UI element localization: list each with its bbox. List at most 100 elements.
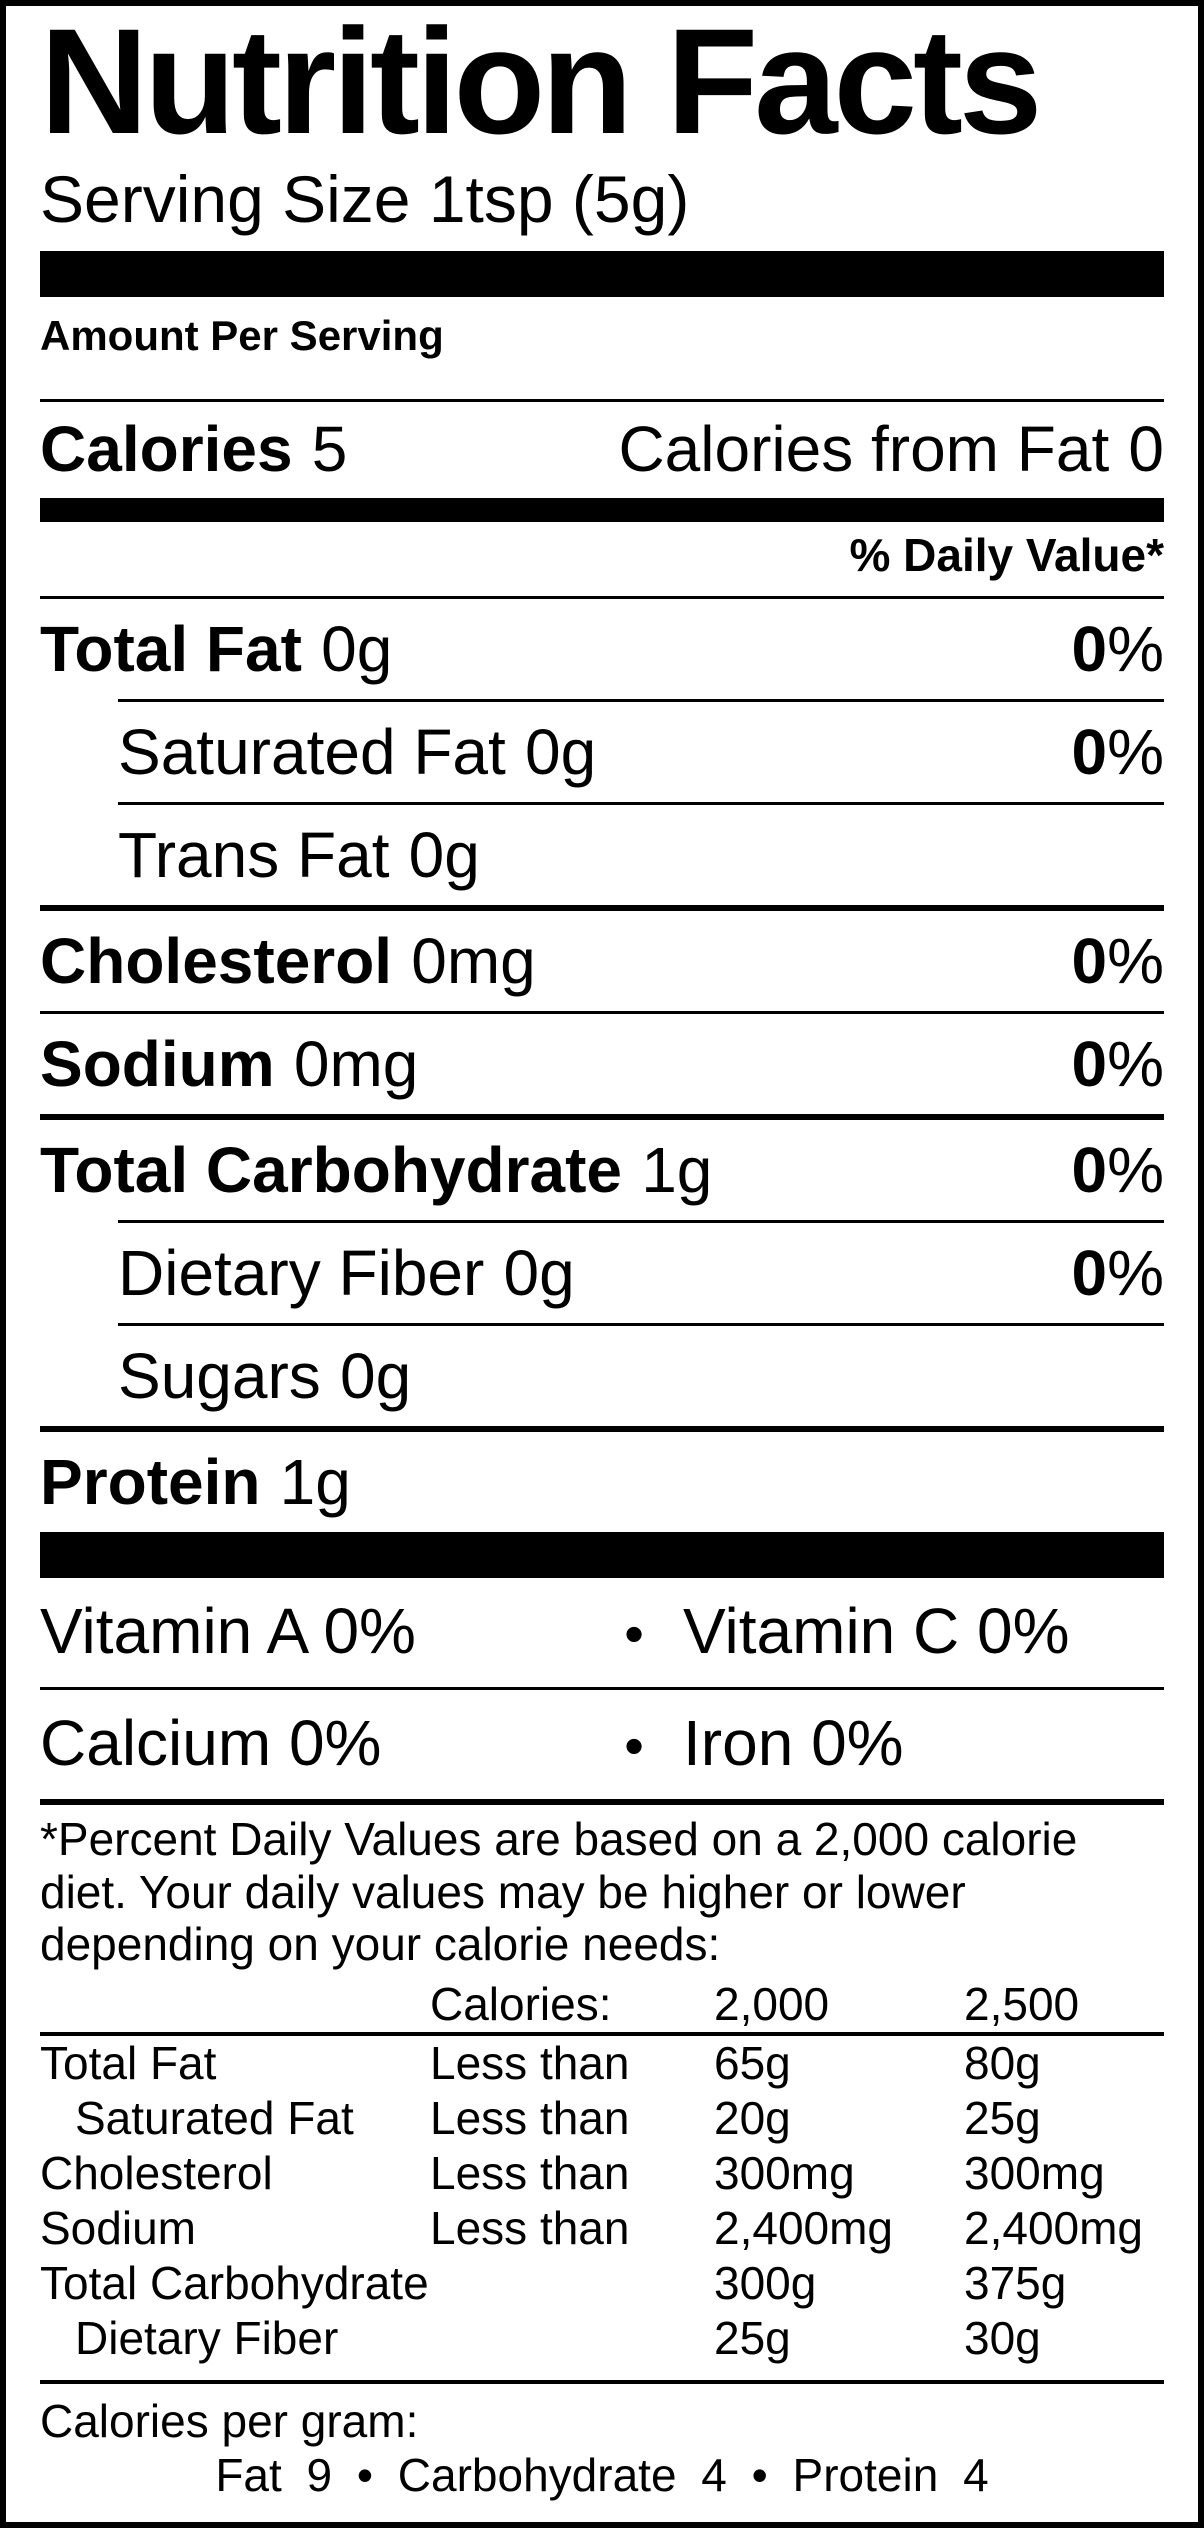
- calories-from-fat: Calories from Fat 0: [618, 412, 1164, 486]
- daily-value-number: 0: [1071, 613, 1108, 686]
- divider-rule: [118, 699, 1164, 703]
- nutrient-left: Sugars 0g: [118, 1339, 411, 1413]
- nutrient-left: Cholesterol 0mg: [40, 924, 536, 998]
- divider-rule: [40, 2379, 1164, 2384]
- nutrient-amount: 0mg: [293, 1028, 419, 1101]
- nutrient-amount: 0mg: [411, 925, 536, 998]
- dv-table-qualifier: Less than: [430, 2146, 630, 2199]
- dv-table-value-2000: 2,400mg: [714, 2201, 894, 2254]
- daily-value-header: % Daily Value*: [849, 529, 1165, 582]
- dv-table-value-2000: 25g: [714, 2311, 791, 2364]
- nutrient-left: Trans Fat 0g: [118, 818, 480, 892]
- divider-rule: [118, 1323, 1164, 1327]
- daily-values-footnote: *Percent Daily Values are based on a 2,0…: [40, 1813, 1078, 1971]
- daily-value-number: 0: [1071, 1134, 1108, 1207]
- nutrient-daily-value: 0%: [1072, 924, 1165, 998]
- dv-table-value-2000: 20g: [714, 2091, 791, 2144]
- nutrient-name: Total Fat: [40, 613, 302, 686]
- nutrient-name: Cholesterol: [40, 925, 393, 998]
- divider-rule: [40, 1426, 1164, 1433]
- percent-sign: %: [1107, 1237, 1164, 1310]
- nutrient-name: Total Carbohydrate: [40, 1134, 622, 1207]
- vitamin-left: Calcium 0%: [40, 1707, 382, 1780]
- daily-values-table: Calories: 2,000 2,500 Total Fat Less than…: [40, 1977, 1164, 2366]
- dv-table-qualifier: Less than: [430, 2201, 630, 2254]
- vitamin-row-calcium-0-: Calcium 0% • Iron 0%: [40, 1690, 1164, 1799]
- percent-sign: %: [1107, 1028, 1164, 1101]
- nutrient-name: Saturated Fat: [118, 716, 506, 789]
- nutrient-amount: 0g: [503, 1237, 575, 1310]
- divider-rule: [40, 399, 1164, 403]
- nutrient-row-cholesterol: Cholesterol 0mg 0%: [40, 911, 1164, 1011]
- nutrient-left: Saturated Fat 0g: [118, 715, 596, 789]
- vitamin-left: Vitamin A 0%: [40, 1595, 416, 1668]
- dv-table-name-total-fat: Total Fat: [40, 2036, 217, 2089]
- dv-table-value-2500: 2,400mg: [964, 2201, 1144, 2254]
- nutrient-name: Sugars: [118, 1340, 321, 1413]
- dv-table-qualifier: Less than: [430, 2091, 630, 2144]
- nutrient-amount: 0g: [524, 716, 597, 789]
- thick-divider-bar-vitamins: [40, 1532, 1164, 1579]
- nutrient-amount: 0g: [408, 819, 480, 892]
- dv-table-value-2000: 65g: [714, 2036, 791, 2089]
- vitamins-section: Vitamin A 0% • Vitamin C 0% Calcium 0% • Iron…: [40, 1578, 1164, 1806]
- bullet-icon: •: [624, 1714, 644, 1778]
- dv-table-name-dietary-fiber: Dietary Fiber: [75, 2311, 339, 2364]
- divider-rule: [40, 1687, 1164, 1691]
- daily-value-number: 0: [1071, 1237, 1108, 1310]
- dv-table-qualifier: [430, 2311, 714, 2366]
- calories-value: 5: [311, 413, 348, 486]
- calories-per-gram-values: Fat 9 • Carbohydrate 4 • Protein 4: [215, 2448, 989, 2501]
- calories-from-fat-value: 0: [1128, 413, 1164, 486]
- dv-table-qualifier: [430, 2256, 714, 2311]
- nutrient-amount: 0g: [321, 613, 393, 686]
- bullet-icon: •: [624, 1602, 644, 1666]
- nutrient-daily-value: 0%: [1072, 715, 1165, 789]
- dv-table-value-2000: 300g: [714, 2256, 817, 2309]
- nutrient-left: Total Carbohydrate 1g: [40, 1133, 712, 1207]
- nutrient-row-trans-fat: Trans Fat 0g: [40, 805, 1164, 905]
- nutrient-left: Sodium 0mg: [40, 1027, 418, 1101]
- dv-table-header-calories: Calories:: [430, 1977, 612, 2030]
- dv-table-name-cholesterol: Cholesterol: [40, 2146, 273, 2199]
- nutrient-daily-value: 0%: [1072, 1236, 1165, 1310]
- percent-sign: %: [1107, 925, 1164, 998]
- vitamin-row-vitamin-a-0-: Vitamin A 0% • Vitamin C 0%: [40, 1578, 1164, 1687]
- nutrient-row-total-fat: Total Fat 0g 0%: [40, 599, 1164, 699]
- nutrient-row-sodium: Sodium 0mg 0%: [40, 1014, 1164, 1114]
- daily-value-number: 0: [1071, 1028, 1108, 1101]
- dv-table-value-2500: 25g: [964, 2091, 1041, 2144]
- nutrient-row-total-carbohydrate: Total Carbohydrate 1g 0%: [40, 1120, 1164, 1220]
- nutrient-name: Dietary Fiber: [118, 1237, 485, 1310]
- nutrient-left: Dietary Fiber 0g: [118, 1236, 575, 1310]
- calories-row: Calories 5 Calories from Fat 0: [40, 412, 1164, 486]
- amount-per-serving-label: Amount Per Serving: [40, 312, 444, 360]
- percent-sign: %: [1107, 1134, 1164, 1207]
- dv-table-header-2000: 2,000: [714, 1977, 830, 2030]
- nutrient-name: Trans Fat: [118, 819, 390, 892]
- nutrient-amount: 1g: [641, 1134, 713, 1207]
- nutrient-row-saturated-fat: Saturated Fat 0g 0%: [40, 702, 1164, 802]
- nutrient-row-dietary-fiber: Dietary Fiber 0g 0%: [40, 1223, 1164, 1323]
- thick-divider-bar-top: [40, 251, 1164, 298]
- nutrient-daily-value: 0%: [1072, 1133, 1165, 1207]
- table-header-rule: [40, 2031, 1164, 2036]
- nutrient-name: Protein: [40, 1446, 261, 1519]
- calories-label: Calories: [40, 413, 293, 486]
- divider-rule: [118, 1220, 1164, 1224]
- divider-rule: [40, 1114, 1164, 1121]
- nutrient-amount: 1g: [279, 1446, 351, 1519]
- dv-table-header-empty: [40, 1977, 430, 2032]
- divider-rule: [40, 1799, 1164, 1806]
- serving-size: Serving Size 1tsp (5g): [40, 162, 690, 236]
- dv-table-header-2500: 2,500: [964, 1977, 1080, 2030]
- vitamin-right: Iron 0%: [683, 1707, 904, 1780]
- calories-left: Calories 5: [40, 412, 347, 486]
- nutrient-amount: 0g: [339, 1340, 412, 1413]
- nutrient-daily-value: 0%: [1072, 1027, 1165, 1101]
- divider-rule: [118, 802, 1164, 806]
- calories-per-gram-intro: Calories per gram:: [40, 2394, 419, 2447]
- percent-sign: %: [1107, 613, 1164, 686]
- divider-rule: [40, 596, 1164, 600]
- dv-table-name-saturated-fat: Saturated Fat: [75, 2091, 354, 2144]
